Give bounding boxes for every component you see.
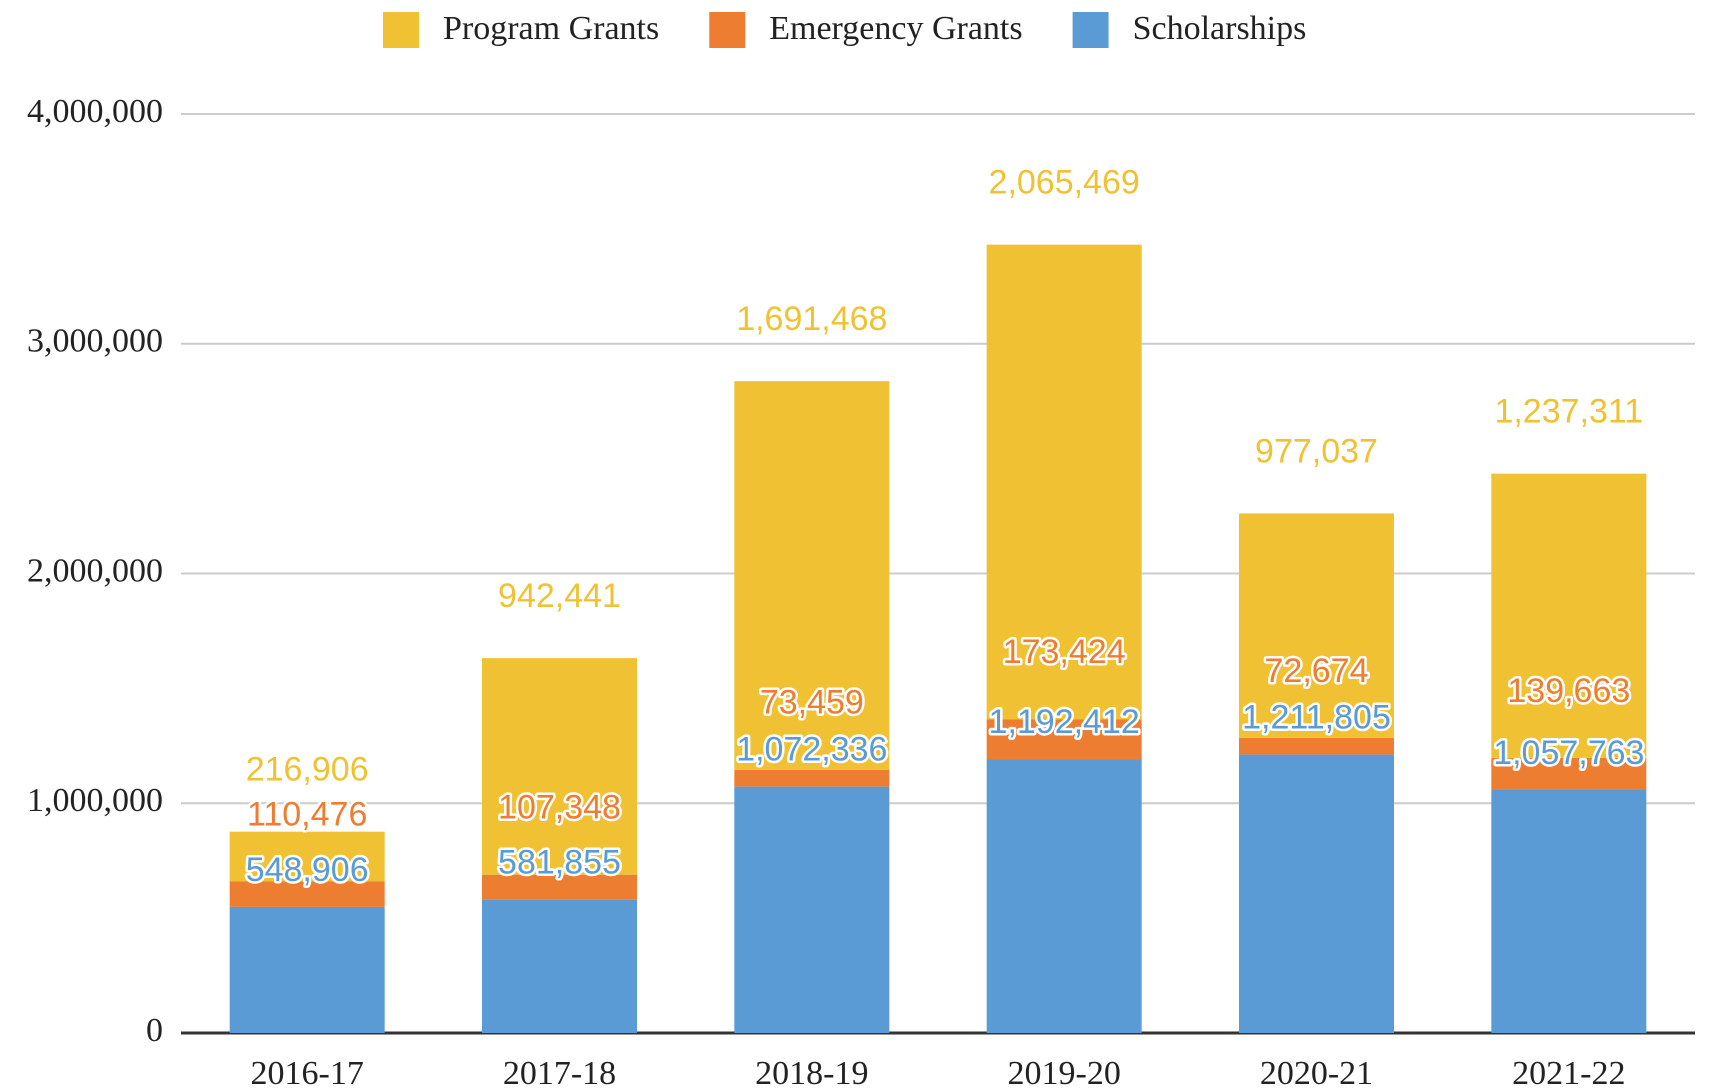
data-label: 216,906 <box>246 751 369 789</box>
bar-segment <box>1239 737 1394 755</box>
bar-segment <box>1491 473 1647 758</box>
legend-label: Program Grants <box>443 10 659 47</box>
y-tick-label: 2,000,000 <box>27 552 163 589</box>
x-tick-label: 2020-21 <box>1260 1055 1373 1092</box>
legend-swatch <box>709 12 746 48</box>
data-label: 977,037 <box>1255 432 1378 470</box>
y-tick-label: 1,000,000 <box>27 782 163 819</box>
bar-segment <box>1239 513 1394 738</box>
data-label: 581,855 <box>498 843 621 881</box>
bar-segment <box>734 769 890 787</box>
y-tick-label: 0 <box>146 1012 163 1049</box>
bar-segment <box>986 719 1142 760</box>
bar-segment <box>482 899 637 1033</box>
data-label: 73,459 <box>760 684 864 722</box>
y-tick-label: 4,000,000 <box>27 93 163 130</box>
legend-swatch <box>1072 12 1109 48</box>
bar-segment <box>482 874 637 900</box>
data-label: 2,065,469 <box>989 164 1140 202</box>
data-label: 1,057,763 <box>1493 734 1644 772</box>
legend-swatch <box>383 12 419 48</box>
bar-segment <box>482 658 637 875</box>
data-label: 139,663 <box>1507 672 1630 710</box>
data-label: 1,192,412 <box>989 703 1140 741</box>
data-label: 942,441 <box>498 577 621 615</box>
bar-segment <box>229 831 385 882</box>
data-label: 1,211,805 <box>1242 699 1391 737</box>
bar-segment <box>1491 789 1647 1033</box>
x-tick-label: 2017-18 <box>503 1055 616 1092</box>
x-tick-label: 2021-22 <box>1512 1055 1625 1092</box>
bar-segment <box>1491 757 1647 790</box>
bar-segment <box>1239 754 1394 1033</box>
x-tick-label: 2018-19 <box>755 1055 868 1092</box>
bar-segment <box>734 381 890 770</box>
data-label: 1,691,468 <box>736 300 887 338</box>
bar-segment <box>229 881 385 907</box>
data-label: 1,072,336 <box>736 731 887 769</box>
legend-label: Emergency Grants <box>769 10 1022 47</box>
data-label: 173,424 <box>1003 633 1126 671</box>
bar-segment <box>986 759 1142 1033</box>
data-label: 548,906 <box>246 851 369 889</box>
bar-segment <box>986 244 1142 720</box>
data-label: 110,476 <box>247 795 367 833</box>
bar-segment <box>734 786 890 1033</box>
x-tick-label: 2016-17 <box>251 1055 364 1092</box>
bar-segment <box>229 906 385 1033</box>
x-tick-label: 2019-20 <box>1008 1055 1121 1092</box>
legend-label: Scholarships <box>1133 10 1307 47</box>
data-label: 107,348 <box>498 789 621 827</box>
y-tick-label: 3,000,000 <box>27 323 163 360</box>
data-label: 1,237,311 <box>1494 393 1643 431</box>
data-label: 72,674 <box>1265 652 1369 690</box>
